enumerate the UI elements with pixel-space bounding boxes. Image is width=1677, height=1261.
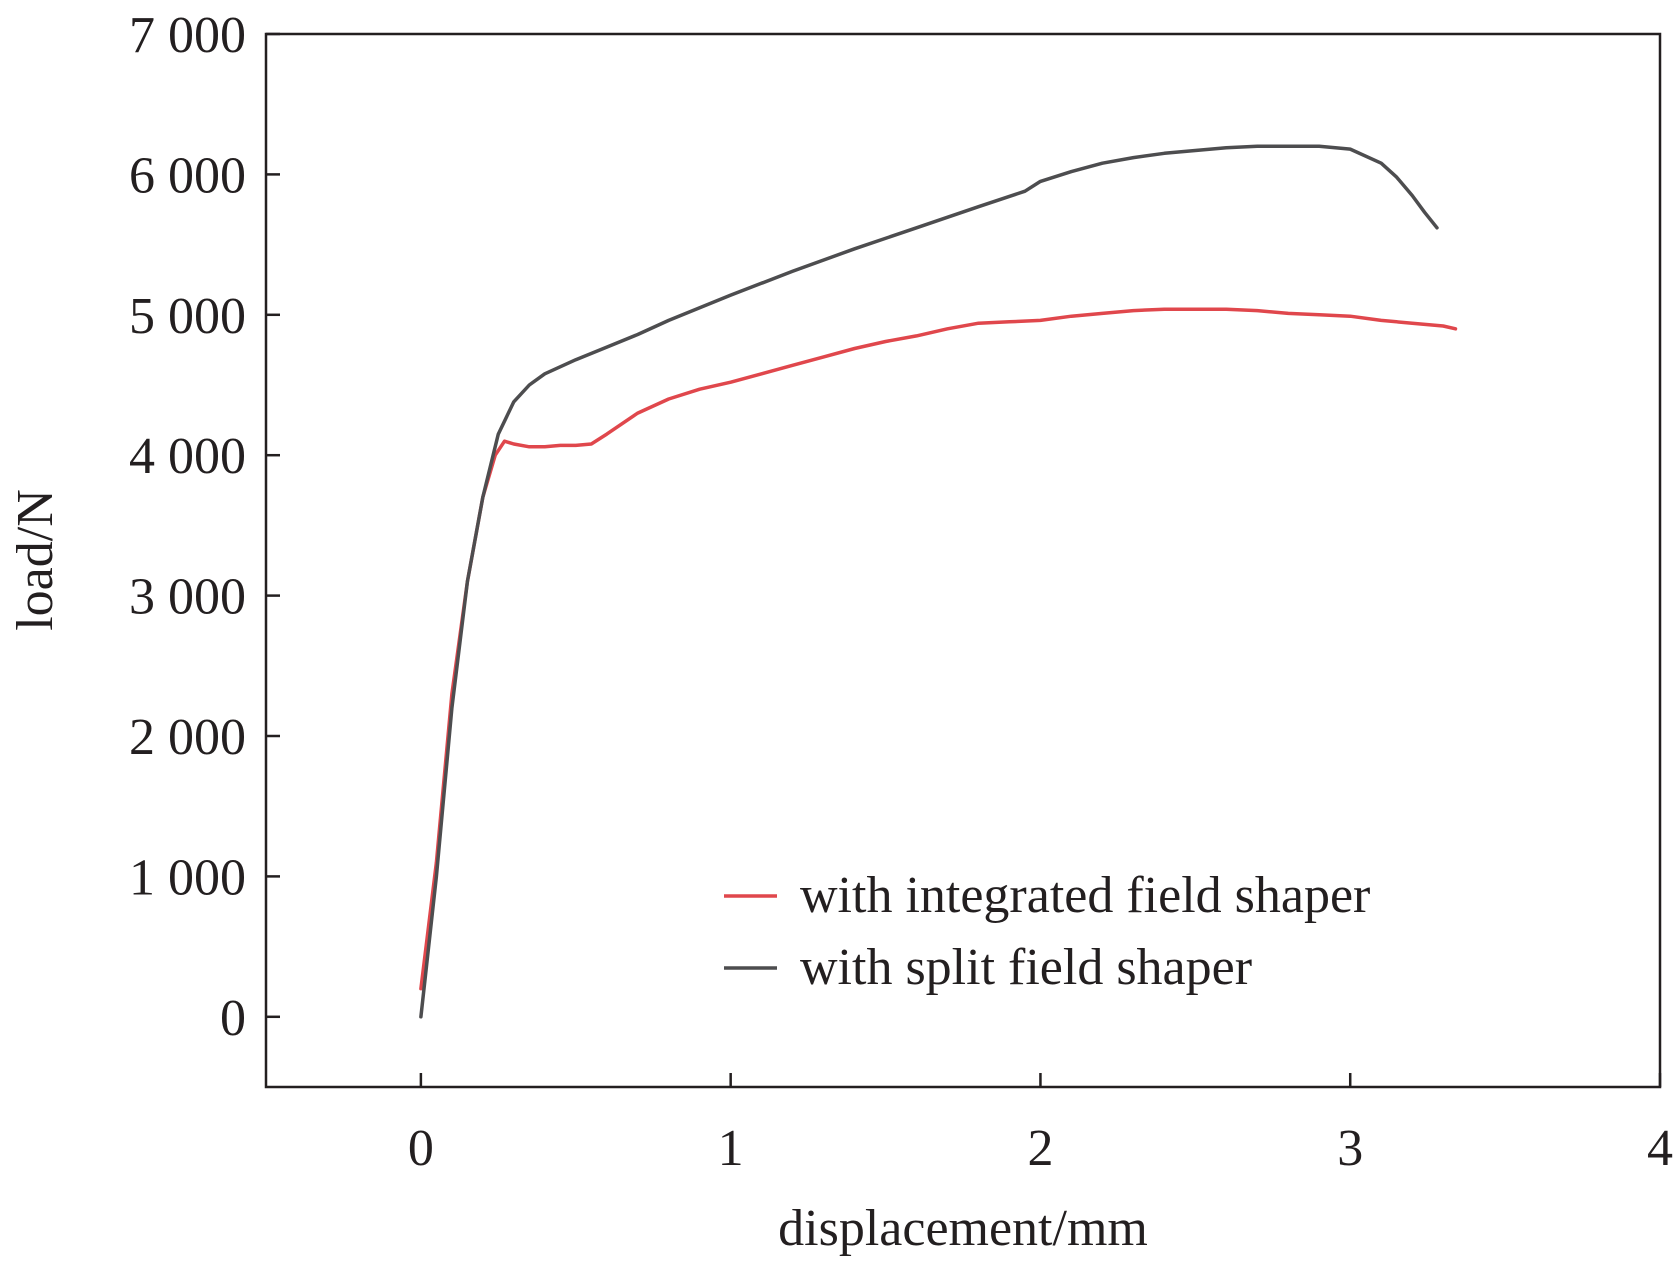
y-tick-label: 5 000 — [129, 288, 246, 345]
x-axis-label: displacement/mm — [778, 1200, 1148, 1257]
y-tick-label: 2 000 — [129, 709, 246, 766]
x-tick-label: 1 — [718, 1120, 744, 1177]
y-tick-label: 6 000 — [129, 147, 246, 204]
y-axis-ticks: 0 1 000 2 000 3 000 4 000 5 000 6 000 7 000 — [129, 7, 280, 1047]
x-tick-label: 3 — [1337, 1120, 1363, 1177]
series-layer — [419, 144, 1458, 1019]
y-tick-label: 7 000 — [129, 7, 246, 64]
series-line-1 — [419, 144, 1439, 1019]
legend: with integrated field shaper with split … — [724, 867, 1370, 996]
y-tick-label: 3 000 — [129, 569, 246, 626]
x-axis-ticks: 0 1 2 3 4 — [408, 1073, 1673, 1177]
x-tick-label: 0 — [408, 1120, 434, 1177]
legend-label-integrated: with integrated field shaper — [800, 867, 1370, 924]
y-axis-label: load/N — [7, 489, 64, 631]
y-tick-label: 4 000 — [129, 428, 246, 485]
y-tick-label: 0 — [220, 990, 246, 1047]
series-line-0 — [419, 307, 1458, 991]
x-tick-label: 4 — [1647, 1120, 1673, 1177]
x-tick-label: 2 — [1027, 1120, 1053, 1177]
legend-label-split: with split field shaper — [800, 939, 1252, 996]
y-tick-label: 1 000 — [129, 849, 246, 906]
plot-frame — [264, 32, 1662, 1089]
